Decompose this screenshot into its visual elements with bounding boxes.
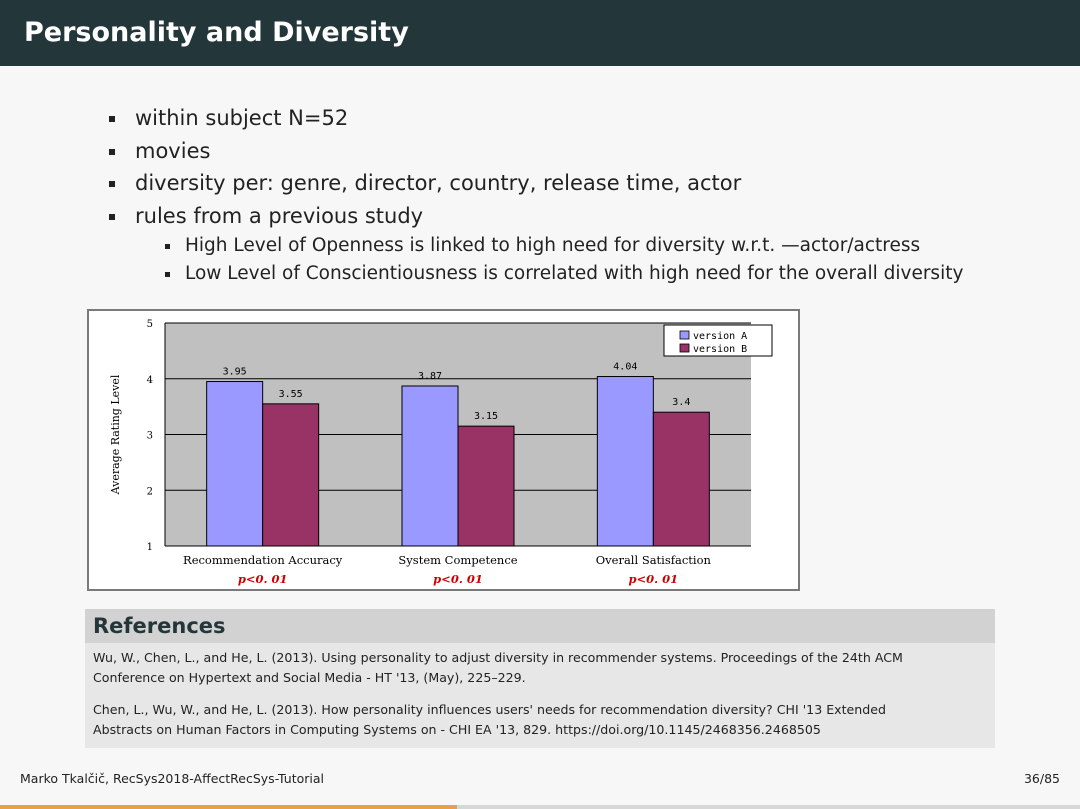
footer-page-number: 36/85 [1023,771,1060,786]
data-label: 3.4 [672,397,690,408]
bullet-text: rules from a previous study [135,203,424,228]
legend-swatch [679,330,690,340]
reference-1-line-1: Wu, W., Chen, L., and He, L. (2013). Usi… [93,650,903,665]
y-tick-label: 4 [147,375,153,386]
bullet-list: within subject N=52 movies diversity per… [104,102,963,287]
slide-header: Personality and Diversity [0,0,1080,66]
sub-bullet-item: High Level of Openness is linked to high… [135,232,963,260]
x-tick-label: Overall Satisfaction [596,553,712,567]
legend-swatch [679,343,690,353]
bar-version-b [457,425,515,547]
bar-version-b [262,403,320,547]
bullet-item: diversity per: genre, director, country,… [104,167,963,200]
y-tick-label: 1 [147,542,153,553]
bar-version-a [596,376,654,547]
data-label: 3.55 [279,389,303,400]
y-axis-label: Average Rating Level [109,374,122,495]
footer-author: Marko Tkalčič, RecSys2018-AffectRecSys-T… [20,771,325,786]
references-block: References Wu, W., Chen, L., and He, L. … [85,609,995,748]
bar-chart: 1 2 3 4 5 Average Rating Level 3.95 3.55 Recomme… [87,309,800,591]
x-tick-label: System Competence [398,553,517,567]
reference-1-line-2: Conference on Hypertext and Social Media… [93,670,526,685]
sub-bullet-list: High Level of Openness is linked to high… [135,232,963,287]
p-value-note: p<0. 01 [628,572,678,586]
data-label: 3.15 [474,411,498,422]
bullet-item: within subject N=52 [104,102,963,135]
progress-bar [0,805,1080,809]
data-label: 3.87 [418,371,442,382]
p-value-note: p<0. 01 [433,572,483,586]
y-tick-label: 5 [147,319,153,330]
data-label: 3.95 [223,367,247,378]
reference-2-line-2: Abstracts on Human Factors in Computing … [93,722,821,737]
bar-version-a [401,385,459,547]
chart-svg: 1 2 3 4 5 Average Rating Level 3.95 3.55 Recomme… [109,319,773,586]
references-heading: References [85,609,995,643]
p-value-note: p<0. 01 [238,572,288,586]
slide-title: Personality and Diversity [24,17,409,48]
bullet-item: rules from a previous study High Level o… [104,200,963,288]
legend-label: version A [693,331,747,342]
x-tick-label: Recommendation Accuracy [183,553,343,567]
legend-label: version B [693,344,747,355]
bullet-item: movies [104,135,963,168]
sub-bullet-item: Low Level of Conscientiousness is correl… [135,260,963,288]
reference-2-line-1: Chen, L., Wu, W., and He, L. (2013). How… [93,702,887,717]
progress-fill [0,805,458,809]
bar-version-a [206,381,264,547]
y-tick-label: 3 [147,431,153,442]
bar-version-b [652,411,710,547]
y-tick-label: 2 [147,486,153,497]
data-label: 4.04 [613,362,637,373]
